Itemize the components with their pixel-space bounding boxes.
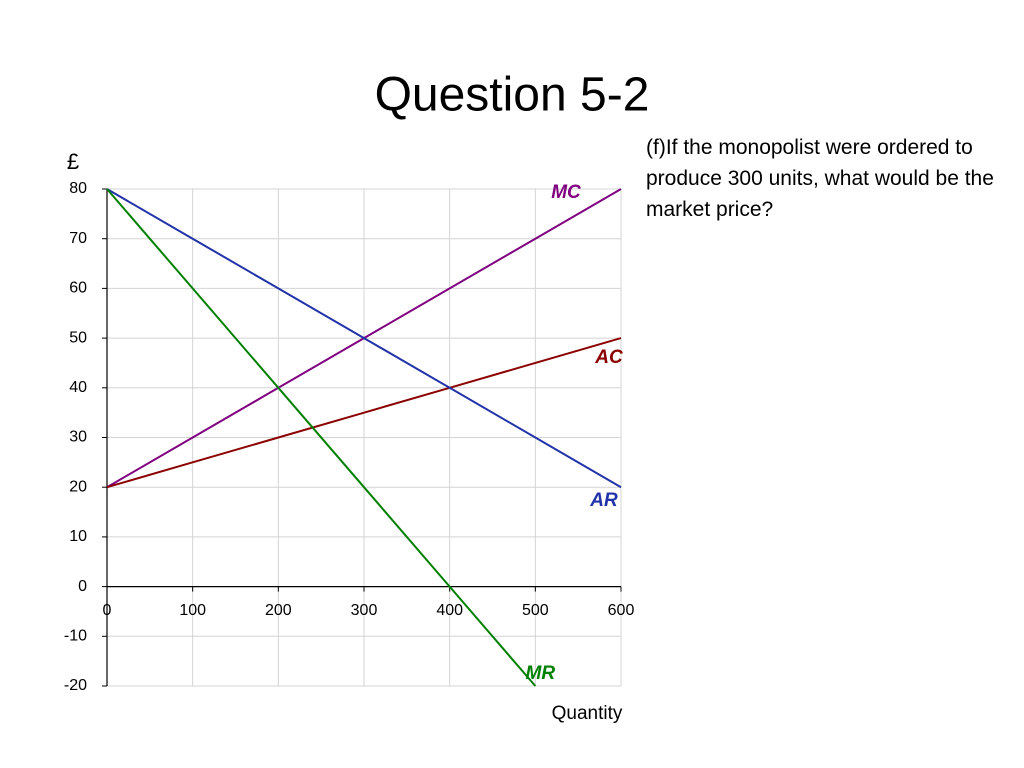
x-tick-label: 600 bbox=[608, 602, 635, 619]
question-text: (f)If the monopolist were ordered to pro… bbox=[646, 136, 994, 221]
series-label: MC bbox=[551, 182, 581, 203]
y-tick-label: 80 bbox=[69, 180, 87, 197]
series-line bbox=[106, 188, 622, 489]
y-tick-label: -10 bbox=[64, 628, 87, 645]
y-tick-label: 60 bbox=[69, 280, 87, 297]
x-tick-label: 500 bbox=[522, 602, 549, 619]
y-tick-label: 30 bbox=[69, 429, 87, 446]
series-line bbox=[106, 188, 537, 687]
y-axis-label: £ bbox=[67, 149, 79, 174]
x-axis-label: Quantity bbox=[552, 703, 623, 724]
y-tick-label: 10 bbox=[69, 528, 87, 545]
series-label: MR bbox=[526, 663, 556, 684]
y-tick-label: 70 bbox=[69, 230, 87, 247]
slide-title: Question 5-2 bbox=[375, 69, 650, 122]
y-tick-label: 40 bbox=[69, 379, 87, 396]
y-tick-label: 0 bbox=[78, 578, 87, 595]
y-tick-label: 20 bbox=[69, 478, 87, 495]
y-tick-label: -20 bbox=[64, 677, 87, 694]
x-tick-label: 100 bbox=[179, 602, 206, 619]
x-tick-label: 400 bbox=[436, 602, 463, 619]
series-label: AR bbox=[589, 490, 618, 511]
y-tick-label: 50 bbox=[69, 329, 87, 346]
series-label: AC bbox=[594, 347, 623, 368]
series-line bbox=[106, 337, 622, 489]
x-tick-label: 300 bbox=[351, 602, 378, 619]
x-tick-label: 200 bbox=[265, 602, 292, 619]
